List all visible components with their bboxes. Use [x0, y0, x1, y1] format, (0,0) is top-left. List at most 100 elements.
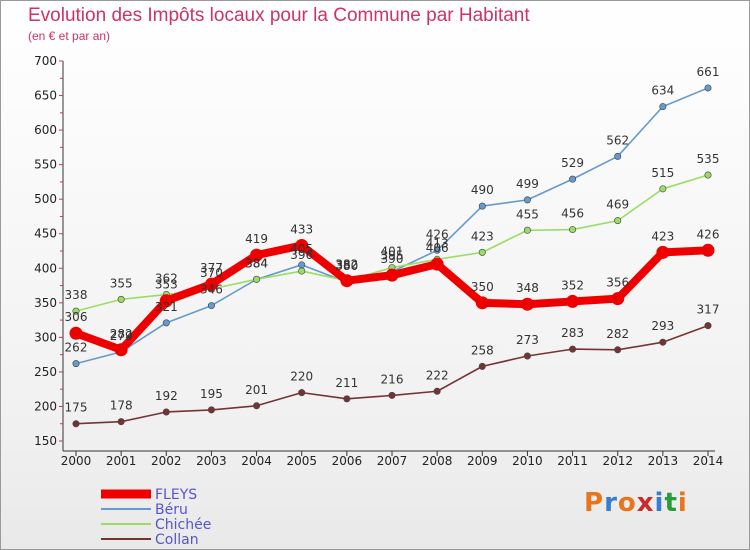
- data-point: [701, 243, 715, 257]
- data-label: 382: [335, 258, 358, 272]
- logo-letter: x: [636, 488, 655, 518]
- data-label: 220: [290, 370, 313, 384]
- logo-letter: i: [677, 488, 688, 518]
- data-label: 216: [381, 372, 404, 386]
- logo-letter: P: [584, 488, 605, 518]
- data-label: 384: [245, 256, 268, 270]
- data-point: [614, 152, 622, 160]
- proxiti-logo: Proxiti: [584, 488, 688, 518]
- x-tick-label: 2014: [693, 454, 724, 468]
- data-label: 390: [381, 252, 404, 266]
- y-tick-label: 200: [34, 399, 57, 413]
- data-point: [614, 217, 622, 225]
- data-label: 362: [155, 272, 178, 286]
- chart-title: Evolution des Impôts locaux pour la Comm…: [28, 5, 530, 26]
- data-point: [162, 319, 170, 327]
- data-label: 338: [65, 288, 88, 302]
- data-point: [162, 408, 170, 416]
- data-point: [430, 257, 444, 271]
- data-label: 396: [290, 248, 313, 262]
- data-point: [569, 345, 577, 353]
- data-point: [117, 295, 125, 303]
- data-point: [207, 406, 215, 414]
- data-label: 258: [471, 343, 494, 357]
- y-tick-label: 400: [34, 261, 57, 275]
- data-label: 211: [335, 376, 358, 390]
- data-label: 395: [381, 249, 404, 263]
- x-tick-label: 2005: [286, 454, 317, 468]
- legend-label: Béru: [155, 502, 188, 518]
- data-label: 634: [651, 84, 674, 98]
- data-point: [475, 296, 489, 310]
- x-tick-label: 2001: [106, 454, 137, 468]
- data-label: 515: [651, 166, 674, 180]
- data-label: 499: [516, 177, 539, 191]
- y-tick-label: 650: [34, 89, 57, 103]
- data-label: 282: [606, 327, 629, 341]
- data-label: 405: [290, 242, 313, 256]
- data-point: [295, 238, 309, 252]
- data-label: 433: [290, 222, 313, 236]
- data-label: 283: [561, 326, 584, 340]
- data-point: [659, 338, 667, 346]
- x-tick-label: 2010: [512, 454, 543, 468]
- data-point: [433, 387, 441, 395]
- data-label: 201: [245, 383, 268, 397]
- data-point: [250, 248, 264, 262]
- chart-subtitle: (en € et par an): [28, 29, 111, 43]
- x-tick-label: 2008: [422, 454, 453, 468]
- logo-letter: r: [604, 488, 618, 518]
- y-tick-label: 600: [34, 123, 57, 137]
- y-tick-label: 500: [34, 192, 57, 206]
- data-label: 426: [697, 227, 720, 241]
- y-tick-label: 250: [34, 365, 57, 379]
- data-label: 535: [697, 152, 720, 166]
- data-label: 529: [561, 156, 584, 170]
- data-point: [478, 362, 486, 370]
- axes: 150 200 250 300 350 400 450 500 550 600 650 700 2000…: [34, 54, 723, 468]
- y-tick-label: 700: [34, 54, 57, 68]
- data-label: 279: [110, 329, 133, 343]
- x-tick-label: 2004: [241, 454, 272, 468]
- data-point: [478, 248, 486, 256]
- data-point: [72, 420, 80, 428]
- data-label: 490: [471, 183, 494, 197]
- data-label: 423: [651, 229, 674, 243]
- x-tick-label: 2000: [61, 454, 92, 468]
- logo-letter: i: [654, 488, 665, 518]
- data-point: [566, 294, 580, 308]
- data-point: [207, 302, 215, 310]
- data-label: 350: [471, 280, 494, 294]
- data-point: [523, 226, 531, 234]
- series-line-béru: [75, 87, 709, 365]
- data-label: 382: [335, 258, 358, 272]
- y-tick-label: 150: [34, 434, 57, 448]
- data-point: [159, 294, 173, 308]
- data-point: [117, 418, 125, 426]
- data-label: 175: [65, 401, 88, 415]
- data-point: [253, 275, 261, 283]
- data-label: 178: [110, 399, 133, 413]
- data-label: 377: [200, 261, 223, 275]
- series-lines: [69, 84, 715, 428]
- data-label: 406: [426, 241, 449, 255]
- y-tick-label: 450: [34, 227, 57, 241]
- data-point: [704, 84, 712, 92]
- data-point: [523, 196, 531, 204]
- x-tick-label: 2013: [648, 454, 679, 468]
- legend-label: Collan: [155, 532, 199, 548]
- legend-label: Chichée: [155, 517, 211, 533]
- x-tick-label: 2002: [151, 454, 182, 468]
- data-point: [569, 175, 577, 183]
- x-tick-label: 2006: [332, 454, 363, 468]
- data-point: [611, 292, 625, 306]
- data-label: 192: [155, 389, 178, 403]
- data-label: 401: [381, 245, 404, 259]
- data-point: [569, 226, 577, 234]
- x-tick-label: 2007: [377, 454, 408, 468]
- data-label: 370: [200, 266, 223, 280]
- data-point: [72, 360, 80, 368]
- data-point: [204, 277, 218, 291]
